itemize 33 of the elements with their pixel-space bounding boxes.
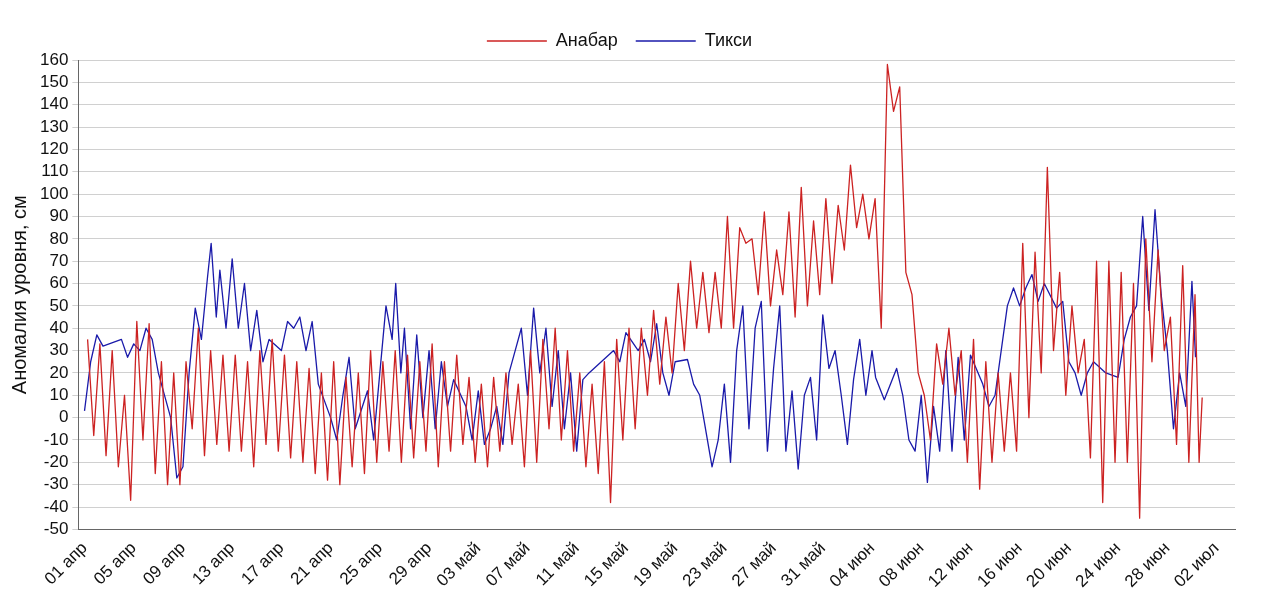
y-tick-label: 110: [41, 161, 69, 181]
y-tick-label: -10: [43, 429, 69, 449]
x-tick-label: 09 апр: [139, 538, 190, 589]
y-tick-label: 90: [49, 206, 69, 226]
y-tick-label: 40: [49, 317, 69, 337]
x-tick-label: 17 апр: [237, 538, 288, 589]
y-tick-label: 10: [49, 384, 69, 404]
y-tick-label: 30: [49, 340, 69, 360]
y-tick-label: -40: [43, 496, 69, 516]
legend-label: Анабар: [555, 29, 618, 50]
x-tick-label: 21 апр: [286, 538, 337, 589]
y-tick-label: 140: [39, 94, 69, 114]
y-tick-label: -50: [43, 519, 69, 539]
x-tick-label: 05 апр: [89, 538, 140, 589]
x-tick-label: 29 апр: [385, 538, 436, 589]
y-tick-label: 60: [49, 273, 69, 293]
y-tick-label: -20: [43, 452, 69, 472]
y-axis-title: Аномалия уровня, см: [7, 195, 30, 395]
y-tick-label: 20: [49, 362, 69, 382]
y-tick-label: -30: [43, 474, 69, 494]
x-tick-label: 01 апр: [40, 538, 91, 589]
y-tick-label: 0: [58, 407, 69, 427]
legend-label: Тикси: [704, 29, 753, 50]
y-tick-label: 160: [39, 49, 69, 69]
y-tick-label: 120: [39, 139, 69, 159]
x-tick-label: 13 апр: [188, 538, 239, 589]
y-tick-label: 80: [49, 228, 69, 248]
y-tick-label: 70: [49, 250, 69, 270]
x-tick-label: 25 апр: [335, 538, 386, 589]
y-tick-label: 150: [39, 72, 69, 92]
y-tick-label: 100: [39, 183, 69, 203]
y-tick-label: 50: [49, 295, 69, 315]
y-tick-label: 130: [39, 116, 69, 136]
